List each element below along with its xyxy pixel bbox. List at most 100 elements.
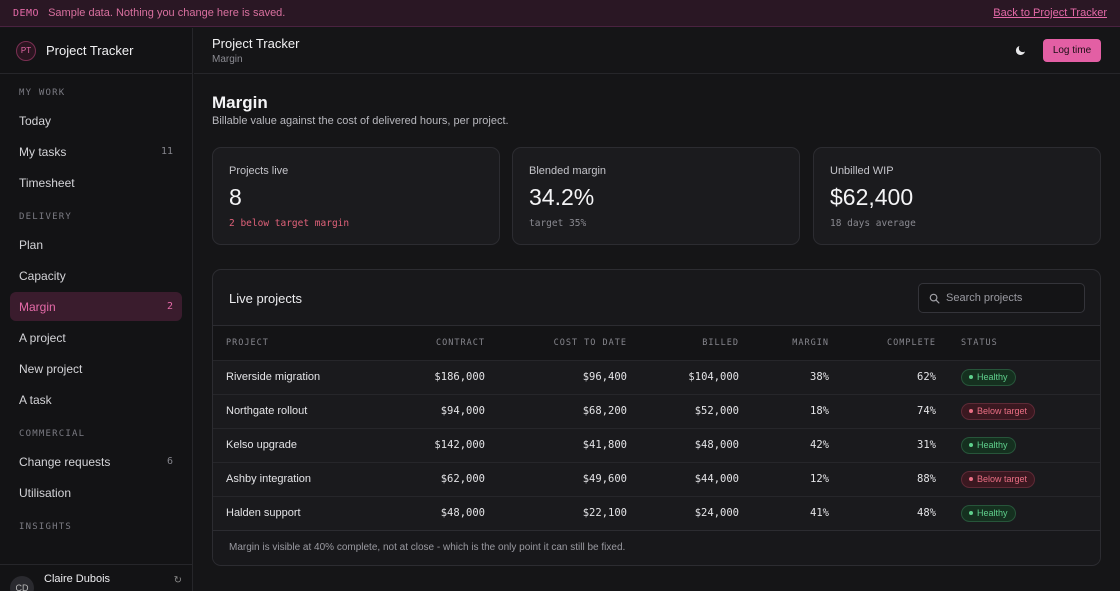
stat-label: Blended margin: [529, 165, 607, 177]
column-header-complete[interactable]: COMPLETE: [887, 337, 936, 348]
sidebar-item-label: Margin: [19, 299, 56, 314]
topbar: Project Tracker Margin Log time: [194, 28, 1120, 74]
column-header-cost[interactable]: COST TO DATE: [553, 337, 627, 348]
sidebar-item-label: My tasks: [19, 144, 67, 159]
project-cell: Ashby integration: [213, 461, 383, 496]
sidebar-item-change-requests[interactable]: Change requests 6: [10, 447, 182, 476]
sidebar-item-plan[interactable]: Plan: [10, 230, 182, 259]
brand[interactable]: PT Project Tracker: [0, 28, 192, 74]
live-projects-panel: Live projects PROJECT CONTRACT COST TO D…: [212, 269, 1101, 566]
billed-cell: $48,000: [627, 427, 739, 462]
stat-note: 2 below target margin: [229, 218, 350, 229]
sidebar-item-label: Today: [19, 113, 52, 128]
section-label-my-work: MY WORK: [19, 88, 66, 98]
status-badge: Healthy: [961, 368, 1016, 386]
sidebar-item-capacity[interactable]: Capacity: [10, 261, 182, 290]
status-dot-icon: [969, 511, 973, 516]
complete-cell: 62%: [829, 359, 936, 394]
sidebar-item-today[interactable]: Today: [10, 106, 182, 135]
complete-cell: 88%: [829, 461, 936, 496]
sidebar-item-utilisation[interactable]: Utilisation: [10, 478, 182, 507]
billed-cell: $24,000: [627, 495, 739, 530]
column-header-status[interactable]: STATUS: [961, 337, 998, 348]
sidebar-item-a-task[interactable]: A task: [10, 385, 182, 414]
sidebar-item-count: 11: [160, 146, 173, 157]
sidebar-item-count: 2: [166, 301, 173, 312]
cost-cell: $96,400: [485, 359, 627, 394]
avatar: CD: [10, 576, 34, 591]
status-label: Below target: [977, 474, 1028, 484]
status-cell: Below target: [936, 461, 1100, 496]
sidebar: PT Project Tracker MY WORK Today My tasks 1…: [0, 28, 193, 591]
status-cell: Healthy: [936, 427, 1100, 462]
status-label: Below target: [977, 406, 1028, 416]
margin-cell: 38%: [739, 359, 829, 394]
complete-cell: 31%: [829, 427, 936, 462]
sidebar-item-label: A project: [19, 330, 66, 345]
sidebar-item-count: 6: [166, 456, 173, 467]
billed-cell: $52,000: [627, 393, 739, 428]
sidebar-item-margin[interactable]: Margin 2: [10, 292, 182, 321]
cost-cell: $49,600: [485, 461, 627, 496]
stat-card-projects-live: Projects live 8 2 below target margin: [212, 147, 500, 245]
status-dot-icon: [969, 443, 973, 447]
back-link[interactable]: Back to Project Tracker: [993, 7, 1107, 19]
project-cell: Riverside migration: [213, 359, 383, 394]
user-profile[interactable]: CD Claire Dubois ↻: [0, 564, 192, 591]
status-badge: Healthy: [961, 504, 1016, 522]
table-body: Riverside migration $186,000 $96,400 $104,0…: [213, 359, 1100, 530]
sidebar-item-label: Capacity: [19, 268, 66, 283]
table-row[interactable]: Kelso upgrade $142,000 $41,800 $48,000 42% 31…: [213, 427, 1100, 462]
topbar-title: Project Tracker: [212, 36, 300, 51]
complete-cell: 48%: [829, 495, 936, 530]
column-header-project[interactable]: PROJECT: [226, 337, 269, 348]
column-header-billed[interactable]: BILLED: [702, 337, 739, 348]
complete-cell: 74%: [829, 393, 936, 428]
status-dot-icon: [969, 375, 973, 379]
sidebar-item-new-project[interactable]: New project: [10, 354, 182, 383]
table-row[interactable]: Ashby integration $62,000 $49,600 $44,000 12…: [213, 461, 1100, 496]
billed-cell: $44,000: [627, 461, 739, 496]
contract-cell: $94,000: [383, 393, 485, 428]
cost-cell: $68,200: [485, 393, 627, 428]
table-row[interactable]: Riverside migration $186,000 $96,400 $104,0…: [213, 359, 1100, 394]
status-dot-icon: [969, 477, 973, 481]
status-badge: Below target: [961, 402, 1036, 420]
status-cell: Healthy: [936, 359, 1100, 394]
sidebar-item-timesheet[interactable]: Timesheet: [10, 168, 182, 197]
margin-cell: 12%: [739, 461, 829, 496]
stat-value: 8: [229, 184, 242, 210]
switch-icon[interactable]: ↻: [173, 575, 182, 586]
project-cell: Halden support: [213, 495, 383, 530]
panel-header: Live projects: [213, 270, 1100, 326]
sidebar-item-a-project[interactable]: A project: [10, 323, 182, 352]
app-logo: PT: [16, 40, 36, 61]
contract-cell: $62,000: [383, 461, 485, 496]
margin-cell: 18%: [739, 393, 829, 428]
stat-value: $62,400: [830, 184, 914, 210]
project-cell: Kelso upgrade: [213, 427, 383, 462]
app-name: Project Tracker: [46, 43, 134, 58]
sidebar-item-my-tasks[interactable]: My tasks 11: [10, 137, 182, 166]
search-box[interactable]: [918, 283, 1085, 313]
sidebar-item-label: Utilisation: [19, 485, 72, 500]
panel-title: Live projects: [229, 291, 302, 306]
moon-icon[interactable]: [1015, 45, 1026, 56]
cost-cell: $41,800: [485, 427, 627, 462]
status-label: Healthy: [977, 440, 1008, 450]
table-row[interactable]: Halden support $48,000 $22,100 $24,000 41% 48…: [213, 495, 1100, 530]
column-header-margin[interactable]: MARGIN: [792, 337, 829, 348]
table-header-row: PROJECT CONTRACT COST TO DATE BILLED MAR…: [213, 326, 1100, 360]
billed-cell: $104,000: [627, 359, 739, 394]
stat-note: 18 days average: [830, 218, 916, 229]
sidebar-item-label: New project: [19, 361, 83, 376]
status-cell: Below target: [936, 393, 1100, 428]
margin-cell: 41%: [739, 495, 829, 530]
log-time-button[interactable]: Log time: [1043, 39, 1101, 62]
search-input[interactable]: [946, 292, 1076, 304]
margin-cell: 42%: [739, 427, 829, 462]
column-header-contract[interactable]: CONTRACT: [436, 337, 485, 348]
table-row[interactable]: Northgate rollout $94,000 $68,200 $52,000 18…: [213, 393, 1100, 428]
sidebar-item-label: Plan: [19, 237, 44, 252]
status-badge: Below target: [961, 470, 1036, 488]
